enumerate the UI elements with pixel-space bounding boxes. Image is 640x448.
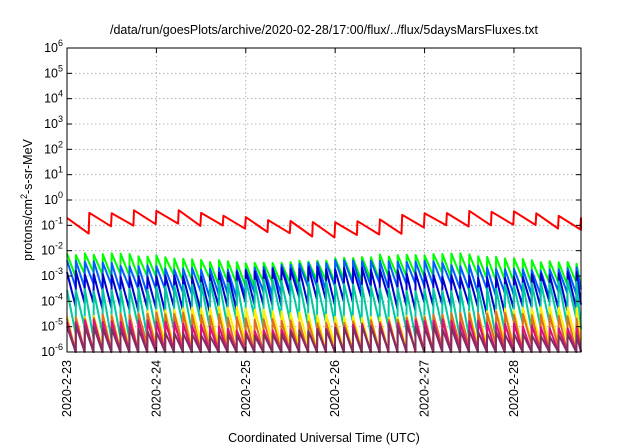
x-tick-label: 2020-2-27 xyxy=(418,360,432,417)
y-tick-label: 105 xyxy=(44,63,63,80)
y-tick-label: 10-3 xyxy=(41,266,63,283)
y-tick-label: 106 xyxy=(44,38,63,55)
series-lines xyxy=(66,209,582,353)
x-axis-title: Coordinated Universal Time (UTC) xyxy=(228,431,420,445)
y-tick-label: 101 xyxy=(44,165,63,182)
y-axis-ticks: 10-6 10-5 10-4 10-3 10-2 10-1 100 101 102 103 104 1… xyxy=(41,38,581,359)
y-axis-title-main: protons/cm xyxy=(21,199,35,261)
y-tick-label: 10-6 xyxy=(41,342,63,359)
y-tick-label: 103 xyxy=(44,114,63,131)
y-tick-label: 100 xyxy=(44,190,63,207)
y-axis-title-rest: -s-sr-MeV xyxy=(21,138,35,194)
y-tick-label: 104 xyxy=(44,89,63,106)
y-tick-label: 10-2 xyxy=(41,241,63,258)
y-tick-label: 10-1 xyxy=(41,215,63,232)
x-tick-label: 2020-2-24 xyxy=(149,360,163,417)
x-axis-ticks: 2020-2-23 2020-2-24 2020-2-25 2020-2-26 2020… xyxy=(60,48,521,417)
x-tick-label: 2020-2-25 xyxy=(239,360,253,417)
x-tick-label: 2020-2-23 xyxy=(60,360,74,417)
x-tick-label: 2020-2-28 xyxy=(507,360,521,417)
x-tick-label: 2020-2-26 xyxy=(328,360,342,417)
series-line-1 xyxy=(66,209,582,239)
y-axis-title-sup: 2 xyxy=(19,194,29,199)
y-tick-label: 102 xyxy=(44,139,63,156)
y-axis-title: protons/cm2-s-sr-MeV xyxy=(19,138,35,260)
y-tick-label: 10-4 xyxy=(41,291,63,308)
y-tick-label: 10-5 xyxy=(41,317,63,334)
chart-title: /data/run/goesPlots/archive/2020-02-28/1… xyxy=(110,23,539,37)
